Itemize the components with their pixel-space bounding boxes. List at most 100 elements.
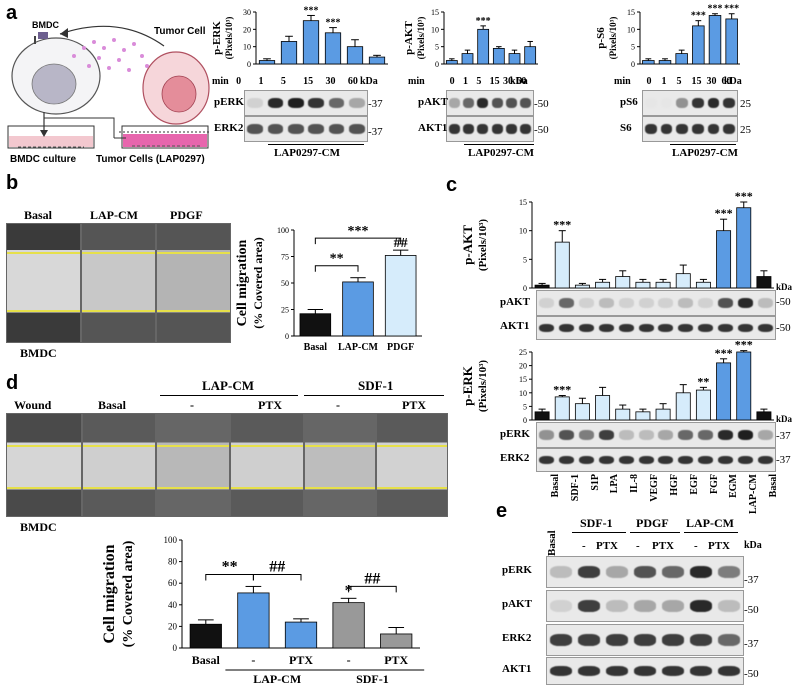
x-tick-label: Basal xyxy=(304,342,328,353)
c-pakt-blot xyxy=(536,290,776,316)
bar xyxy=(708,15,722,65)
significance-label: *** xyxy=(715,346,733,360)
e-row-akt1: AKT1 xyxy=(502,663,532,675)
pakt-row-label: pAKT xyxy=(418,96,448,108)
blot-band xyxy=(559,298,575,308)
e-erk2-blot xyxy=(546,624,744,656)
d-photo-lapcm-ptx xyxy=(230,413,304,517)
y-axis-label: Cell migration xyxy=(235,239,250,326)
blot-band xyxy=(550,634,572,646)
blot-band xyxy=(662,634,684,646)
bar xyxy=(615,276,631,289)
y-tick-label: 20 xyxy=(168,621,178,631)
b-bmdc-label: BMDC xyxy=(20,346,57,360)
p-akt-time-chart: 0 5 10 15 *** p-AKT (Pixels/10³) xyxy=(403,8,538,69)
y-tick-label: 5 xyxy=(523,402,527,411)
kda-label: kDa xyxy=(776,414,793,424)
bar xyxy=(716,362,732,421)
e-group-pdgf: PDGF xyxy=(636,516,669,530)
schematic-drawing xyxy=(7,25,214,149)
y-tick-label: 10 xyxy=(243,43,251,52)
bar xyxy=(534,411,550,421)
bar xyxy=(642,60,655,65)
d-photo-label-sdf1-ptx: PTX xyxy=(402,398,426,412)
time-label: 30 xyxy=(706,76,717,87)
blot-band xyxy=(598,323,614,333)
y-axis-label: p-ERK xyxy=(211,21,223,55)
blot-band xyxy=(598,455,614,465)
blot-band xyxy=(717,298,733,308)
bar xyxy=(736,351,752,421)
y-axis-label: p-AKT xyxy=(403,21,415,55)
c-akt1-row-label: AKT1 xyxy=(500,320,530,332)
e-group-lapcm: LAP-CM xyxy=(686,516,734,530)
kda-label: kDa xyxy=(776,282,793,292)
significance-label: *** xyxy=(348,224,369,239)
y-tick-label: 40 xyxy=(168,600,178,610)
d-photo-label-sdf1-minus: - xyxy=(336,398,340,412)
blot-band xyxy=(520,124,532,134)
blot-band xyxy=(707,124,720,134)
significance-label: *** xyxy=(553,218,571,232)
d-group-sdf1: SDF-1 xyxy=(358,378,394,393)
blot-band xyxy=(658,455,674,465)
lane-label: Basal xyxy=(768,474,780,498)
blot-band xyxy=(328,98,345,108)
b-photo-label-lapcm: LAP-CM xyxy=(90,208,138,222)
tumor-cell-label: Tumor Cell xyxy=(154,26,206,37)
bar xyxy=(635,281,651,289)
bar xyxy=(655,281,671,289)
x-group-label: SDF-1 xyxy=(356,672,389,686)
akt-min-label: min xyxy=(408,76,425,87)
panel-d-letter: d xyxy=(6,372,19,394)
blot-band xyxy=(660,98,673,108)
s6-mw-1: 25 xyxy=(740,98,751,110)
bar xyxy=(675,392,691,421)
significance-label: *** xyxy=(735,338,753,352)
e-basal-label: Basal xyxy=(546,530,558,556)
blot-band xyxy=(757,455,773,465)
d-photo-lapcm-minus xyxy=(156,413,230,517)
blot-band xyxy=(676,124,689,134)
blot-band xyxy=(491,124,503,134)
y-tick-label: 0 xyxy=(173,643,178,653)
blot-band xyxy=(757,323,773,333)
blot-band xyxy=(757,298,773,308)
x-tick-label: Basal xyxy=(192,653,221,667)
x-tick-label: - xyxy=(251,653,255,667)
significance-label: ** xyxy=(222,558,238,575)
time-label: 0 xyxy=(449,76,455,87)
e-row-perk: pERK xyxy=(502,564,532,576)
blot-band xyxy=(638,430,654,440)
time-label: 5 xyxy=(476,76,482,87)
y-tick-label: 0 xyxy=(523,416,527,425)
bar xyxy=(574,284,590,289)
blot-band xyxy=(698,455,714,465)
blot-band xyxy=(707,98,720,108)
blot-band xyxy=(578,634,600,646)
lane-label: IL-8 xyxy=(629,474,641,493)
b-photo-label-basal: Basal xyxy=(24,208,53,222)
bar xyxy=(675,273,691,289)
bar xyxy=(695,281,711,289)
e-mw-2: -50 xyxy=(744,604,759,616)
significance-label: ** xyxy=(330,252,344,267)
e-pakt-blot xyxy=(546,590,744,622)
lane-label: FGF xyxy=(708,474,720,494)
d-photo-label-basal: Basal xyxy=(98,398,127,412)
erk-mw-1: -37 xyxy=(368,98,383,110)
blot-band xyxy=(506,124,517,134)
blot-band xyxy=(606,634,628,646)
significance-bracket xyxy=(314,237,402,245)
y-tick-label: 100 xyxy=(277,226,289,235)
c-erk-mw-1: -37 xyxy=(776,430,791,442)
blot-band xyxy=(349,98,365,108)
y-tick-label: 0 xyxy=(435,60,439,69)
blot-band xyxy=(678,298,694,308)
blot-band xyxy=(662,600,684,612)
time-label: 30 xyxy=(325,76,336,87)
lane-label: S1P xyxy=(589,474,601,491)
blot-band xyxy=(247,124,263,134)
y-axis-unit: (Pixels/10³) xyxy=(477,219,489,272)
e-sub-4: PTX xyxy=(652,540,674,552)
